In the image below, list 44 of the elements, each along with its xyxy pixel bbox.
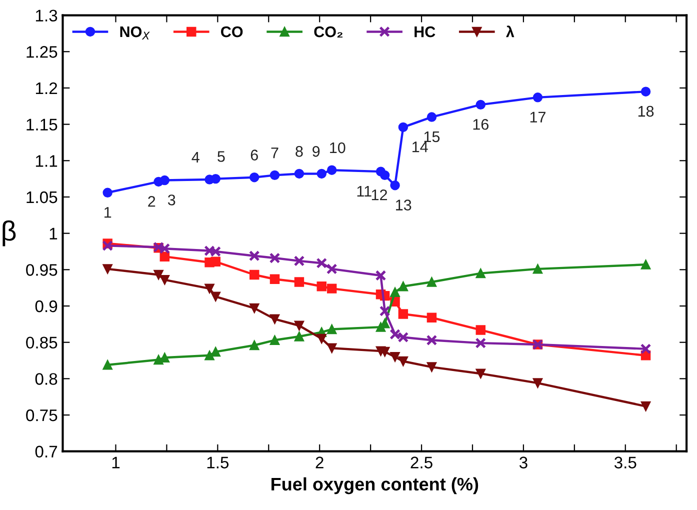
x-axis-title: Fuel oxygen content (%) (272, 477, 478, 494)
y-tick-label: 0.8 (35, 373, 58, 385)
y-axis-title: β (2, 220, 16, 246)
annotation: 17 (530, 112, 546, 122)
annotation: 9 (312, 146, 320, 157)
y-tick-label: 0.95 (26, 264, 58, 276)
x-tick-label: 3 (519, 456, 528, 468)
annotation: 1 (104, 207, 112, 218)
annotation: 12 (372, 189, 388, 200)
annotation: 14 (412, 142, 428, 152)
annotation: 10 (330, 142, 346, 154)
y-tick-label: 1.15 (26, 118, 58, 131)
annotation: 18 (638, 106, 654, 117)
annotation: 15 (424, 131, 440, 142)
legend-label: λ (506, 26, 514, 38)
y-tick-label: 0.7 (35, 446, 58, 458)
legend-label: CO₂ (314, 26, 342, 38)
y-tick-label: 1.1 (36, 155, 58, 167)
y-tick-label: 0.85 (26, 336, 58, 349)
x-tick-label: 2.5 (410, 456, 432, 468)
x-tick-label: 1 (112, 456, 120, 468)
x-tick-label: 2 (316, 456, 324, 468)
y-tick-label: 1.2 (36, 82, 58, 94)
y-tick-label: 0.9 (35, 300, 58, 312)
x-tick-label: 1.5 (207, 456, 229, 468)
legend-label: HC (414, 26, 436, 38)
annotation: 6 (250, 150, 258, 160)
y-tick-label: 1.05 (26, 191, 58, 204)
annotation: 7 (271, 148, 278, 158)
annotation: 4 (192, 152, 200, 162)
y-tick-label: 1.25 (26, 46, 58, 58)
y-tick-label: 1 (50, 228, 58, 240)
annotation: 8 (296, 146, 303, 157)
annotation: 3 (168, 194, 176, 206)
annotation: 16 (473, 118, 488, 130)
y-tick-label: 0.75 (26, 409, 58, 422)
legend-label: CO (221, 26, 243, 38)
x-tick-label: 3.5 (614, 456, 636, 468)
annotation: 13 (396, 200, 412, 210)
legend-label: NO$_{X}$ (120, 26, 150, 40)
annotation: 5 (218, 151, 225, 162)
annotation: 11 (357, 186, 372, 197)
y-tick-label: 1.3 (36, 10, 58, 22)
annotation: 2 (148, 196, 156, 207)
